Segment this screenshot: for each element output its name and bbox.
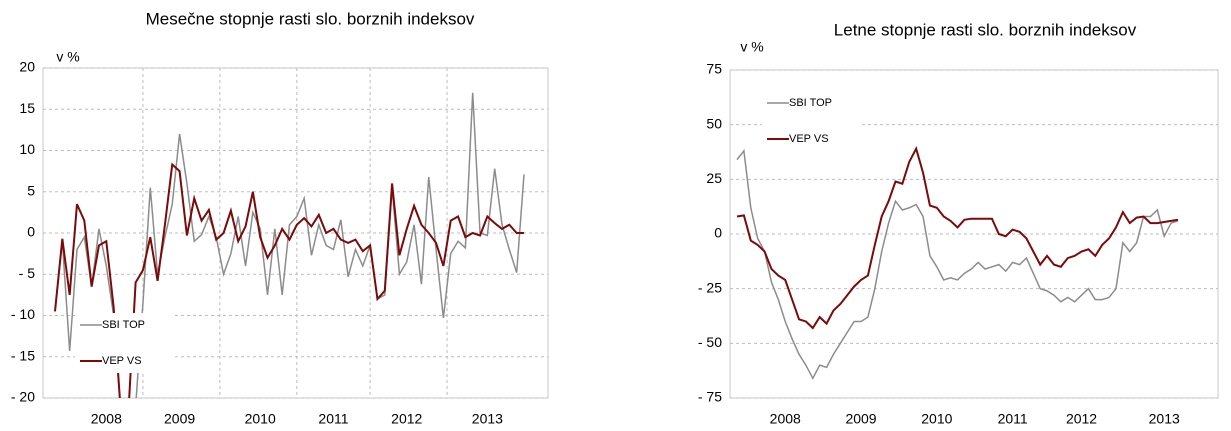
y-tick-label: 0 xyxy=(27,224,35,240)
legend-label: SBI TOP xyxy=(102,319,145,331)
legend-label: VEP VS xyxy=(789,133,829,145)
x-tick-label: 2009 xyxy=(845,411,876,427)
x-tick-label: 2010 xyxy=(921,411,952,427)
chart: Mesečne stopnje rasti slo. borznih indek… xyxy=(11,9,549,427)
y-tick-label: - 15 xyxy=(11,347,35,363)
y-tick-label: 10 xyxy=(19,141,35,157)
legend-label: SBI TOP xyxy=(789,97,832,109)
series-line xyxy=(54,92,525,398)
y-tick-label: 25 xyxy=(706,170,722,186)
y-tick-label: 15 xyxy=(19,100,35,116)
series-line xyxy=(736,146,1179,330)
x-tick-label: 2012 xyxy=(1066,411,1097,427)
x-tick-label: 2013 xyxy=(1149,411,1180,427)
y-tick-label: - 25 xyxy=(698,279,722,295)
y-tick-label: 5 xyxy=(27,182,35,198)
y-tick-label: - 50 xyxy=(698,334,722,350)
legend-box xyxy=(75,313,175,373)
y-axis-label: v % xyxy=(740,39,763,55)
y-tick-label: 0 xyxy=(714,225,722,241)
series-line xyxy=(736,149,1179,380)
x-tick-label: 2011 xyxy=(318,411,348,427)
legend-label: VEP VS xyxy=(102,355,142,367)
y-tick-label: - 20 xyxy=(11,389,35,405)
x-tick-label: 2010 xyxy=(245,411,276,427)
y-tick-label: 75 xyxy=(706,61,722,77)
x-tick-label: 2013 xyxy=(472,411,503,427)
chart-title: Mesečne stopnje rasti slo. borznih indek… xyxy=(146,9,475,28)
x-tick-label: 2009 xyxy=(164,411,195,427)
chart-title: Letne stopnje rasti slo. borznih indekso… xyxy=(834,20,1137,39)
y-tick-label: 50 xyxy=(706,115,722,131)
y-axis-label: v % xyxy=(56,49,79,65)
x-tick-label: 2011 xyxy=(998,411,1028,427)
y-tick-label: - 75 xyxy=(698,389,722,405)
x-tick-label: 2008 xyxy=(770,411,801,427)
y-tick-label: - 5 xyxy=(19,265,36,281)
y-tick-label: - 10 xyxy=(11,306,35,322)
legend-box xyxy=(762,91,862,151)
x-tick-label: 2012 xyxy=(391,411,422,427)
y-tick-label: 20 xyxy=(19,59,35,75)
x-tick-label: 2008 xyxy=(91,411,122,427)
series-line xyxy=(54,162,524,398)
chart: Letne stopnje rasti slo. borznih indekso… xyxy=(698,20,1219,427)
